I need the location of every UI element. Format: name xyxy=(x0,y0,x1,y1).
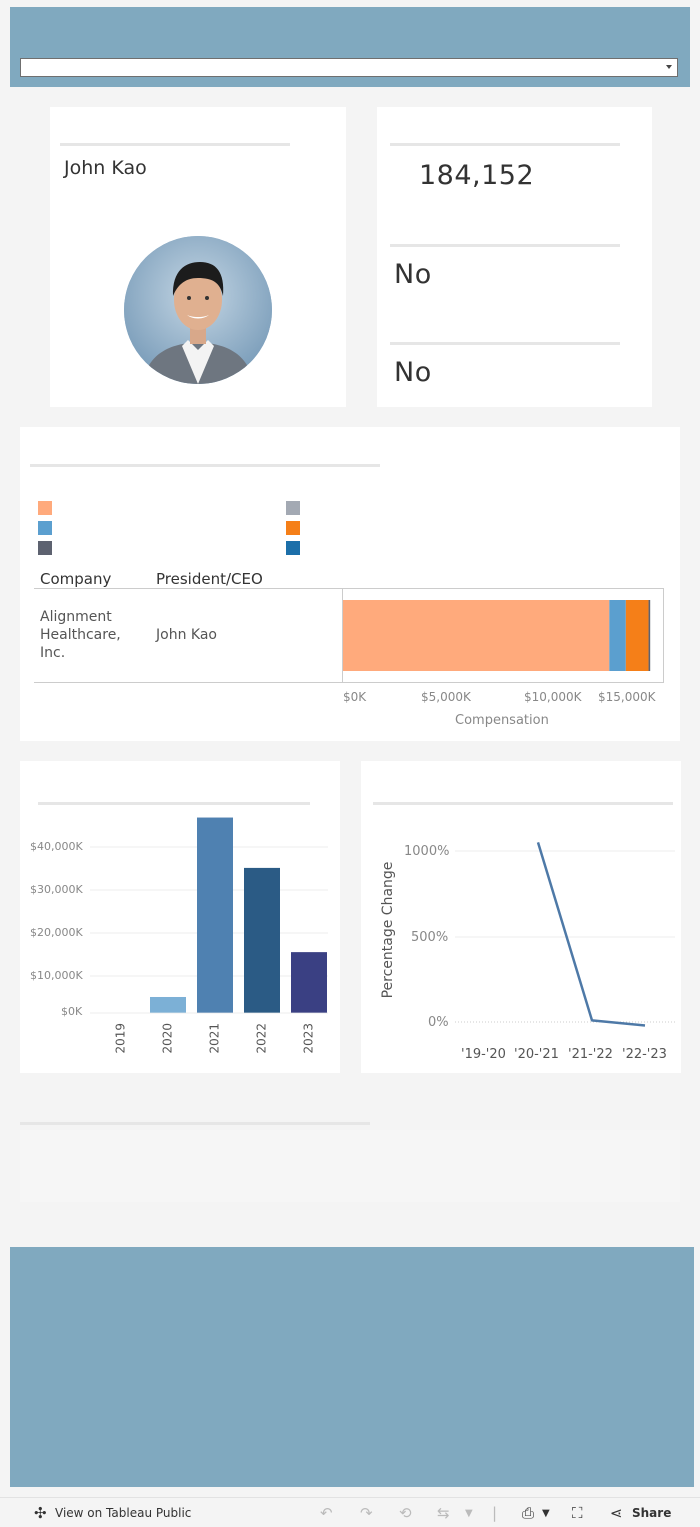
stat-title-rule-3 xyxy=(390,342,620,345)
compensation-bar-segment[interactable] xyxy=(343,600,610,671)
compensation-bar-segment[interactable] xyxy=(625,600,649,671)
redo-icon[interactable]: ↷ xyxy=(360,1504,373,1522)
pause-icon[interactable]: ⇆ xyxy=(437,1504,450,1522)
yearly-y-tick: $30,000K xyxy=(30,883,83,896)
executive-name: John Kao xyxy=(64,157,147,179)
tableau-toolbar: ✣ View on Tableau Public ↶ ↷ ⟲ ⇆ ▼ | ⎙ ▼… xyxy=(0,1497,700,1527)
lower-section-panel xyxy=(20,1130,680,1202)
pct-x-tick: '20-'21 xyxy=(514,1047,559,1062)
legend-swatch-5[interactable] xyxy=(286,521,300,535)
yearly-x-tick: 2019 xyxy=(114,1023,128,1054)
toolbar-divider: | xyxy=(492,1504,498,1522)
compensation-card xyxy=(20,427,680,741)
yearly-x-tick: 2022 xyxy=(255,1023,269,1054)
comp-axis-tick: $5,000K xyxy=(421,690,471,704)
pct-x-tick: '22-'23 xyxy=(622,1047,667,1062)
yearly-title-rule xyxy=(38,802,310,805)
chevron-down-icon[interactable] xyxy=(666,65,672,69)
flag-value-2: No xyxy=(394,357,432,388)
comp-axis-tick: $10,000K xyxy=(524,690,582,704)
yearly-compensation-card xyxy=(20,761,340,1073)
yearly-y-tick: $10,000K xyxy=(30,969,83,982)
filter-dropdown[interactable] xyxy=(20,58,678,77)
percent-change-line-chart xyxy=(455,842,675,1027)
yearly-y-tick: $20,000K xyxy=(30,926,83,939)
yearly-x-tick: 2021 xyxy=(208,1023,222,1054)
portrait-image xyxy=(124,236,272,384)
yearly-x-tick: 2020 xyxy=(161,1023,175,1054)
y-axis-title: Percentage Change xyxy=(380,862,396,999)
pct-y-tick: 0% xyxy=(428,1015,449,1030)
comp-axis-tick: $15,000K xyxy=(598,690,656,704)
share-button[interactable]: Share xyxy=(632,1506,672,1520)
yearly-bar[interactable] xyxy=(150,996,186,1013)
compensation-title-rule xyxy=(30,464,380,467)
lower-section-title-rule xyxy=(20,1122,370,1125)
yearly-y-tick: $0K xyxy=(61,1005,83,1018)
undo-icon[interactable]: ↶ xyxy=(320,1504,333,1522)
yearly-x-axis: 2019 2020 2021 2022 2023 xyxy=(114,1023,316,1054)
stats-card xyxy=(377,107,652,407)
bottom-band xyxy=(10,1247,694,1487)
pct-y-tick: 500% xyxy=(411,930,449,945)
legend-swatch-6[interactable] xyxy=(286,541,300,555)
yearly-bar-chart xyxy=(90,817,328,1014)
percent-change-title-rule xyxy=(373,802,673,805)
percent-change-line xyxy=(536,842,646,1027)
stat-title-rule-2 xyxy=(390,244,620,247)
yearly-bar[interactable] xyxy=(291,952,327,1013)
legend-swatch-1[interactable] xyxy=(38,501,52,515)
ceo-name-cell: John Kao xyxy=(156,627,217,643)
yearly-y-tick: $40,000K xyxy=(30,840,83,853)
compensation-bar-chart xyxy=(342,588,664,683)
legend-swatch-2[interactable] xyxy=(38,521,52,535)
pct-gridlines xyxy=(455,850,675,1023)
yearly-bar[interactable] xyxy=(244,867,280,1013)
comp-axis-title: Compensation xyxy=(455,713,549,728)
legend-swatch-3[interactable] xyxy=(38,541,52,555)
download-icon[interactable]: ⎙ xyxy=(522,1504,535,1522)
column-header-ceo: President/CEO xyxy=(156,570,263,588)
profile-card-title-rule xyxy=(60,143,290,146)
comp-axis-tick: $0K xyxy=(343,690,367,704)
company-name-cell: Alignment Healthcare, Inc. xyxy=(40,609,121,661)
compensation-bar-segment[interactable] xyxy=(609,600,626,671)
share-icon[interactable]: ⋖ xyxy=(610,1504,623,1522)
revert-icon[interactable]: ⟲ xyxy=(399,1504,412,1522)
percent-change-y-title: Percentage Change xyxy=(380,862,396,999)
compensation-plot-frame xyxy=(342,588,664,683)
view-on-tableau-link[interactable]: View on Tableau Public xyxy=(55,1506,192,1520)
executive-photo xyxy=(124,236,272,384)
yearly-x-tick: 2023 xyxy=(302,1023,316,1054)
pct-x-tick: '21-'22 xyxy=(568,1047,613,1062)
fullscreen-icon[interactable]: ⛶ xyxy=(572,1504,583,1522)
percent-change-card xyxy=(361,761,681,1073)
stat-title-rule-1 xyxy=(390,143,620,146)
pct-x-tick: '19-'20 xyxy=(461,1047,506,1062)
legend-swatch-4[interactable] xyxy=(286,501,300,515)
flag-value-1: No xyxy=(394,259,432,290)
tableau-logo-icon[interactable]: ✣ xyxy=(34,1504,47,1522)
chevron-down-icon[interactable]: ▼ xyxy=(542,1508,550,1519)
yearly-bar[interactable] xyxy=(197,817,233,1013)
compensation-bar-segment[interactable] xyxy=(648,600,651,671)
column-header-company: Company xyxy=(40,570,112,588)
pct-y-tick: 1000% xyxy=(404,844,450,859)
chevron-down-icon[interactable]: ▼ xyxy=(465,1508,473,1519)
stat-value: 184,152 xyxy=(419,160,535,191)
